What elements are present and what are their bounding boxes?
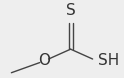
Text: S: S [66,3,76,18]
Text: SH: SH [98,53,119,68]
Text: O: O [38,53,50,68]
